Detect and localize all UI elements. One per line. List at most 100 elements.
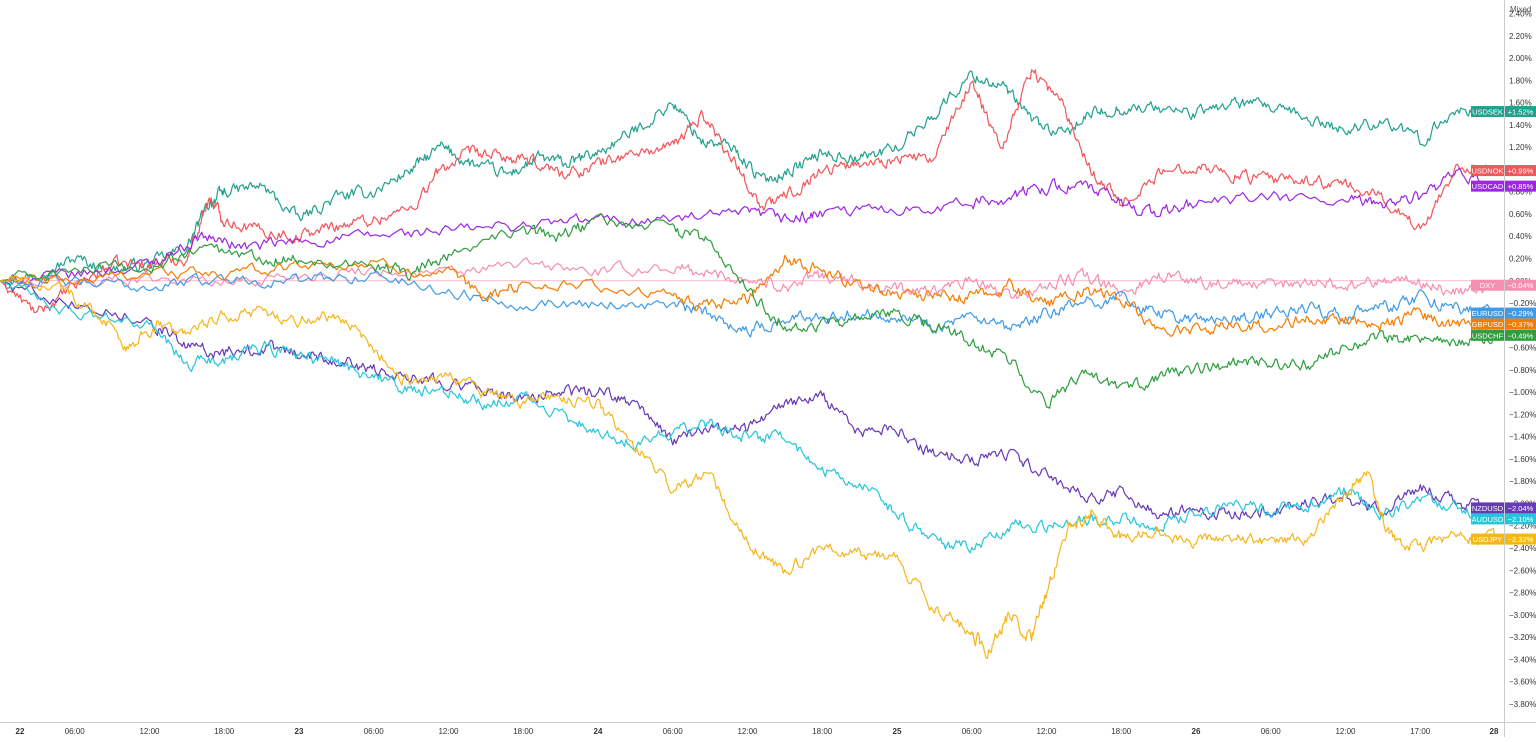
series-value-tag — [1505, 180, 1536, 192]
series-name-text: USDSEK — [1472, 108, 1503, 117]
scale-mode-label[interactable]: Mixed — [1510, 5, 1531, 14]
x-tick-label: 28 — [1490, 727, 1499, 736]
y-tick-label: −1.40% — [1509, 433, 1536, 442]
x-tick-label: 18:00 — [1111, 727, 1132, 736]
y-tick-label: −3.40% — [1509, 655, 1536, 664]
y-tick-label: 0.20% — [1509, 255, 1532, 264]
last-value-nzdusd: NZDUSD −2.04% — [1471, 502, 1536, 514]
x-tick-label: 18:00 — [812, 727, 833, 736]
series-line-usdjpy[interactable] — [0, 276, 1496, 659]
series-name-text: DXY — [1480, 281, 1495, 290]
y-tick-label: −0.60% — [1509, 344, 1536, 353]
series-name-text: EURUSD — [1472, 309, 1504, 318]
x-tick-label: 18:00 — [513, 727, 534, 736]
x-tick-label: 12:00 — [438, 727, 459, 736]
series-name-tag — [1471, 165, 1504, 177]
y-tick-label: −2.40% — [1509, 544, 1536, 553]
last-value-eurusd: EURUSD −0.29% — [1471, 307, 1536, 319]
series-value-tag — [1505, 279, 1536, 291]
series-line-usdnok[interactable] — [0, 69, 1496, 314]
series-name-tag — [1471, 329, 1504, 341]
last-value-dxy: DXY −0.04% — [1471, 279, 1536, 291]
y-tick-label: 1.80% — [1509, 76, 1532, 85]
last-value-usdchf: USDCHF −0.49% — [1471, 329, 1536, 341]
series-name-tag — [1471, 513, 1504, 525]
y-tick-label: −2.80% — [1509, 589, 1536, 598]
series-line-audusd[interactable] — [0, 280, 1496, 554]
series-value-text: −2.32% — [1508, 535, 1534, 544]
y-tick-label: 0.80% — [1509, 188, 1532, 197]
last-value-audusd: AUDUSD −2.10% — [1471, 513, 1536, 525]
series-value-text: −2.04% — [1508, 504, 1534, 513]
y-tick-label: −3.60% — [1509, 678, 1536, 687]
x-tick-label: 22 — [16, 727, 25, 736]
y-tick-label: −3.80% — [1509, 700, 1536, 709]
x-tick-label: 06:00 — [65, 727, 86, 736]
y-axis-ticks: 2.40%2.20%2.00%1.80%1.60%1.40%1.20%1.00%… — [1509, 10, 1536, 709]
series-name-text: USDCAD — [1472, 182, 1504, 191]
y-tick-label: −3.00% — [1509, 611, 1536, 620]
series-value-text: −0.04% — [1508, 281, 1534, 290]
y-tick-label: −1.00% — [1509, 388, 1536, 397]
series-value-text: +1.52% — [1508, 108, 1534, 117]
x-tick-label: 18:00 — [214, 727, 235, 736]
x-tick-label: 06:00 — [663, 727, 684, 736]
series-name-tag — [1471, 318, 1504, 330]
series-line-nzdusd[interactable] — [0, 280, 1496, 521]
series-value-tag — [1505, 318, 1536, 330]
series-value-text: +0.85% — [1508, 182, 1534, 191]
x-tick-label: 12:00 — [1036, 727, 1057, 736]
series-line-eurusd[interactable] — [0, 270, 1496, 338]
series-value-text: −0.29% — [1508, 309, 1534, 318]
series-value-tag — [1505, 165, 1536, 177]
last-value-gbpusd: GBPUSD −0.37% — [1471, 318, 1536, 330]
series-value-text: −0.37% — [1508, 320, 1534, 329]
series-value-tag — [1505, 106, 1536, 118]
x-axis-ticks: 22 06:00 12:00 18:00 23 06:00 12:00 18:00 24 06:0… — [16, 727, 1499, 736]
y-tick-label: −2.60% — [1509, 566, 1536, 575]
series-value-tag — [1505, 533, 1536, 545]
series-line-usdchf[interactable] — [0, 212, 1496, 409]
y-tick-label: 2.00% — [1509, 54, 1532, 63]
series-name-tag — [1471, 307, 1504, 319]
series-name-tag — [1471, 180, 1504, 192]
plot-layer — [0, 69, 1504, 659]
y-tick-label: 2.40% — [1509, 10, 1532, 19]
series-value-text: −2.10% — [1508, 515, 1534, 524]
last-value-usdnok: USDNOK +0.99% — [1471, 165, 1536, 177]
y-tick-label: −0.20% — [1509, 299, 1536, 308]
y-tick-label: −1.20% — [1509, 410, 1536, 419]
series-line-usdcad[interactable] — [0, 167, 1496, 286]
last-value-usdsek: USDSEK +1.52% — [1471, 106, 1536, 118]
x-tick-label: 06:00 — [364, 727, 385, 736]
series-name-tag — [1471, 533, 1504, 545]
last-value-usdjpy: USDJPY −2.32% — [1471, 533, 1536, 545]
series-value-tag — [1505, 329, 1536, 341]
x-tick-label: 06:00 — [1261, 727, 1282, 736]
y-tick-label: 0.60% — [1509, 210, 1532, 219]
y-tick-label: −3.20% — [1509, 633, 1536, 642]
series-line-gbpusd[interactable] — [0, 254, 1496, 338]
series-value-tag — [1505, 307, 1536, 319]
series-name-text: AUDUSD — [1472, 515, 1504, 524]
y-tick-label: 1.20% — [1509, 143, 1532, 152]
y-tick-label: −2.20% — [1509, 522, 1536, 531]
x-tick-label: 23 — [295, 727, 304, 736]
x-tick-label: 24 — [594, 727, 603, 736]
series-name-tag — [1471, 279, 1504, 291]
series-value-text: −0.49% — [1508, 331, 1534, 340]
series-name-text: USDNOK — [1471, 167, 1503, 176]
x-tick-label: 26 — [1192, 727, 1201, 736]
last-value-labels: USDSEK +1.52% USDNOK +0.99% USDCAD +0.85% DXY −… — [1471, 106, 1536, 545]
y-tick-label: 1.40% — [1509, 121, 1532, 130]
x-tick-label: 12:00 — [139, 727, 160, 736]
x-tick-label: 06:00 — [962, 727, 983, 736]
y-tick-label: 2.20% — [1509, 32, 1532, 41]
series-line-usdsek[interactable] — [0, 70, 1496, 289]
series-value-tag — [1505, 502, 1536, 514]
series-line-dxy[interactable] — [0, 257, 1496, 300]
series-value-text: +0.99% — [1508, 167, 1534, 176]
